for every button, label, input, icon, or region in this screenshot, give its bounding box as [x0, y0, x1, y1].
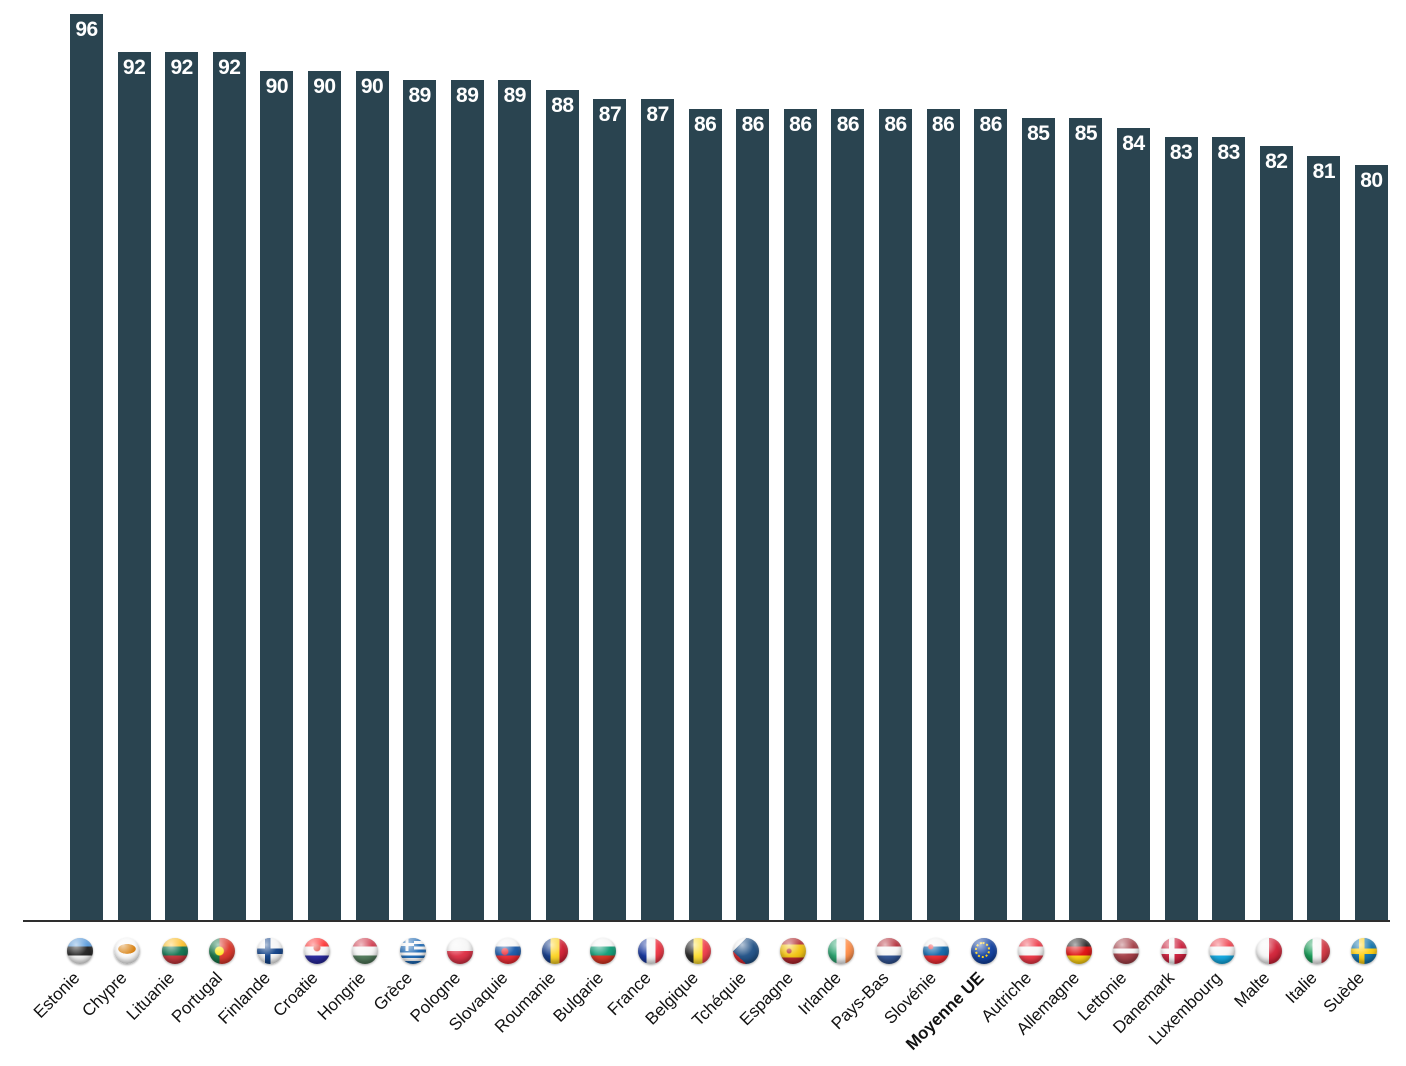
country-flag-icon	[970, 938, 997, 964]
bar: 84	[1116, 127, 1150, 922]
country-flag-icon	[304, 938, 331, 964]
country-label: Finlande	[214, 968, 274, 1028]
bar: 86	[926, 108, 960, 922]
bar: 89	[403, 80, 437, 922]
bar-value-label: 83	[1217, 140, 1240, 164]
country-label: Malte	[1230, 968, 1273, 1012]
bar-value-label: 90	[313, 74, 336, 98]
bar-value-label: 89	[456, 84, 479, 108]
bar-value-label: 86	[836, 112, 860, 136]
country-flag-icon	[1256, 938, 1283, 964]
country-flag-icon	[1208, 938, 1235, 964]
bar-value-label: 89	[408, 84, 431, 108]
country-flag-icon	[637, 938, 664, 964]
country-flag-icon	[1018, 938, 1045, 964]
bar-value-label: 89	[503, 84, 527, 108]
bar: 92	[212, 51, 246, 922]
bar-value-label: 86	[693, 112, 717, 136]
country-flag-icon	[114, 938, 141, 964]
bar-value-label: 83	[1169, 140, 1193, 164]
bar: 90	[307, 70, 341, 922]
bar-value-label: 85	[1027, 122, 1050, 146]
bar: 86	[831, 108, 865, 922]
bar-value-label: 85	[1074, 122, 1098, 146]
bar: 86	[879, 108, 913, 922]
bar: 88	[545, 89, 579, 922]
bar: 89	[450, 80, 484, 922]
bar: 96	[70, 14, 103, 922]
bar-value-label: 86	[884, 112, 907, 136]
country-label: Italie	[1281, 968, 1321, 1008]
bar: 86	[736, 108, 770, 922]
x-axis-line	[23, 920, 1390, 922]
country-flag-icon	[66, 938, 93, 964]
country-label: Chypre	[78, 968, 131, 1021]
bar-value-label: 86	[741, 112, 765, 136]
bar: 83	[1164, 136, 1198, 922]
bar-value-label: 86	[979, 112, 1003, 136]
country-flag-icon	[161, 938, 188, 964]
bar: 89	[498, 80, 532, 922]
bar-value-label: 92	[122, 55, 146, 79]
country-flag-icon	[1351, 938, 1378, 964]
country-label: Bulgarie	[549, 968, 607, 1026]
country-flag-icon	[732, 938, 759, 964]
bar: 81	[1307, 155, 1341, 922]
country-flag-icon	[923, 938, 950, 964]
bar: 86	[974, 108, 1008, 922]
country-flag-icon	[447, 938, 474, 964]
country-flag-icon	[875, 938, 902, 964]
bar-value-label: 90	[265, 74, 289, 98]
country-label: Hongrie	[313, 968, 369, 1024]
bar-value-label: 87	[646, 103, 669, 127]
bar-value-label: 84	[1122, 131, 1145, 155]
country-flag-icon	[399, 938, 426, 964]
bar-value-label: 82	[1265, 150, 1288, 174]
bar-value-label: 96	[75, 18, 98, 41]
bar-value-label: 92	[170, 55, 193, 79]
country-flag-icon	[256, 938, 283, 964]
country-label: Estonie	[29, 968, 84, 1022]
bar: 87	[641, 99, 675, 922]
country-flag-icon	[780, 938, 807, 964]
country-label: Suède	[1319, 968, 1369, 1017]
bar: 92	[117, 51, 151, 922]
country-label: Grèce	[370, 968, 417, 1015]
bar: 90	[260, 70, 294, 922]
country-flag-icon	[1113, 938, 1140, 964]
bar: 87	[593, 99, 627, 922]
bar-value-label: 81	[1312, 159, 1336, 183]
bar: 90	[355, 70, 389, 922]
country-flag-icon	[685, 938, 712, 964]
bar-value-label: 86	[931, 112, 955, 136]
bar: 86	[783, 108, 817, 922]
country-label: Croatie	[268, 968, 322, 1021]
bar: 80	[1354, 165, 1388, 922]
country-flag-icon	[494, 938, 521, 964]
bar-value-label: 86	[789, 112, 812, 136]
country-flag-icon	[209, 938, 236, 964]
country-flag-icon	[542, 938, 569, 964]
bar-value-label: 90	[360, 74, 384, 98]
bar-value-label: 88	[551, 93, 574, 117]
eu-stars-ring	[974, 942, 991, 958]
bar: 82	[1259, 146, 1293, 922]
bar-value-label: 92	[218, 55, 241, 79]
bar: 85	[1069, 118, 1103, 922]
bar: 92	[165, 51, 199, 922]
country-flag-icon	[827, 938, 854, 964]
bar: 85	[1021, 118, 1055, 922]
bar: 83	[1212, 136, 1246, 922]
bar-value-label: 80	[1360, 169, 1383, 193]
bar-value-label: 87	[598, 103, 622, 127]
bar: 86	[688, 108, 722, 922]
country-flag-icon	[1065, 938, 1092, 964]
country-flag-icon	[1303, 938, 1330, 964]
country-flag-icon	[352, 938, 379, 964]
country-flag-icon	[1161, 938, 1188, 964]
country-flag-icon	[589, 938, 616, 964]
